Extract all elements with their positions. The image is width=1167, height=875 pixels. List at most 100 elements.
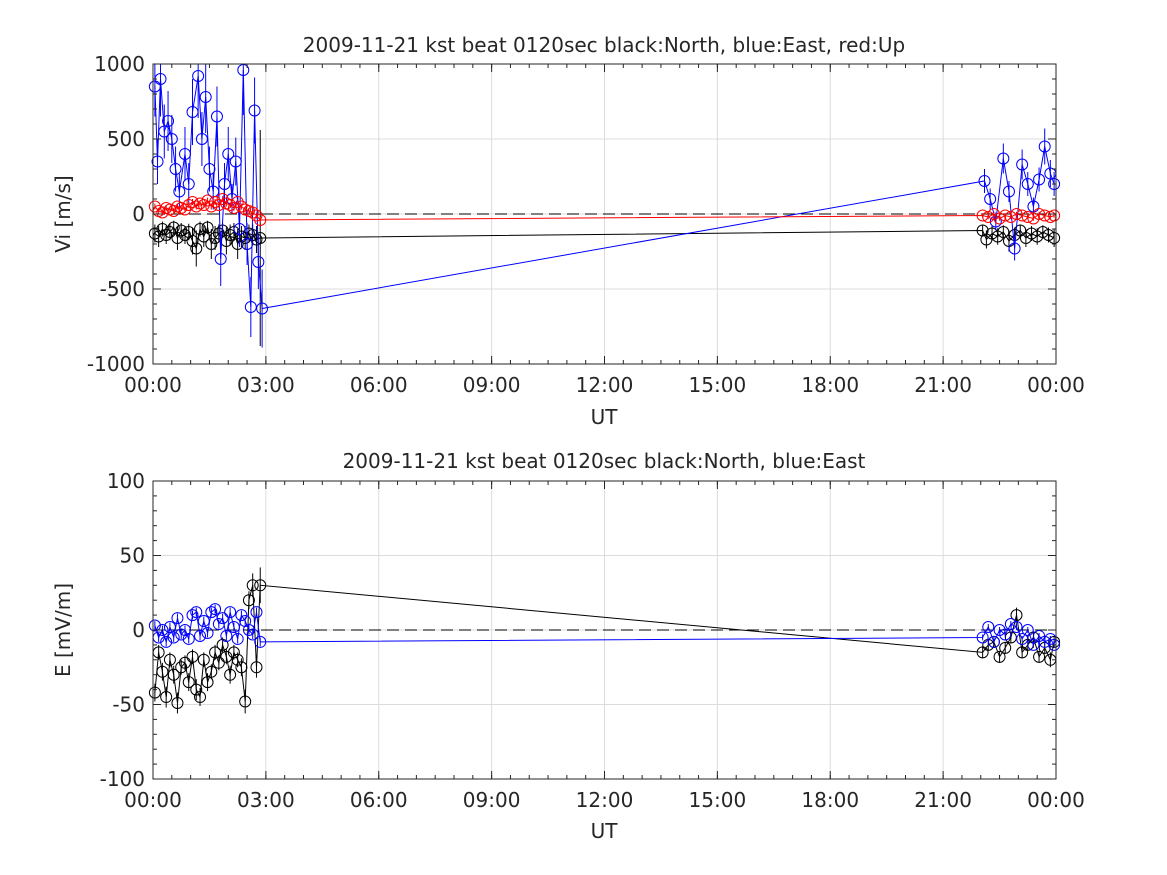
- efield-series-north-point: [224, 668, 237, 681]
- velocity-series-east-point: [162, 115, 175, 127]
- velocity-x-tick-label: 00:00: [124, 373, 182, 397]
- efield-y-tick-label: 50: [120, 544, 145, 568]
- velocity-series-east-point: [214, 253, 227, 265]
- efield-x-tick-label: 21:00: [914, 788, 972, 812]
- velocity-series-up-point: [178, 203, 191, 216]
- velocity-series-up-point: [197, 199, 210, 211]
- efield-x-tick-label: 03:00: [237, 788, 295, 812]
- velocity-series-east-point: [169, 163, 182, 175]
- efield-series-east-point: [175, 628, 188, 641]
- velocity-series-east-point: [1048, 178, 1061, 190]
- velocity-series-north-point: [254, 232, 267, 244]
- velocity-series-east-point: [199, 91, 212, 103]
- velocity-series-north-point: [194, 223, 207, 235]
- velocity-series-east-point: [229, 155, 242, 168]
- velocity-x-tick-label: 12:00: [576, 373, 634, 397]
- efield-x-tick-labels: 00:00 03:00 06:00 09:00 12:00 15:00 18:00 21:00…: [124, 788, 1085, 812]
- velocity-series-east-point: [173, 185, 186, 198]
- efield-series-north-point: [205, 665, 218, 678]
- efield-series-east-point: [205, 606, 218, 619]
- velocity-y-tick-label: 500: [107, 127, 145, 151]
- efield-series-east-point: [250, 606, 263, 619]
- efield-series-east-point: [242, 624, 255, 636]
- velocity-x-tick-label: 03:00: [237, 373, 295, 397]
- velocity-series-up-point: [1033, 208, 1046, 220]
- velocity-series-east-point: [218, 178, 231, 190]
- velocity-series-north-point: [205, 238, 218, 250]
- efield-y-tick-label: 100: [107, 469, 145, 493]
- velocity-series-up-point: [231, 196, 244, 208]
- velocity-series-north-point: [178, 229, 191, 241]
- efield-plot-title: 2009-11-21 kst beat 0120sec black:North,…: [343, 449, 866, 473]
- efield-series-north-point: [186, 650, 199, 663]
- velocity-series-east-point: [158, 125, 171, 138]
- velocity-series-north-point: [201, 221, 214, 234]
- velocity-series-up: [148, 193, 1061, 226]
- velocity-series-up-point: [254, 214, 267, 226]
- efield-series-east-point: [212, 618, 225, 631]
- velocity-series-up-point: [190, 200, 203, 213]
- velocity-series-east-point: [178, 148, 191, 160]
- efield-series: [148, 567, 1061, 714]
- velocity-series-east-point: [233, 223, 246, 235]
- efield-series-east-point: [1004, 618, 1017, 631]
- velocity-series-east-point: [222, 148, 235, 160]
- efield-series-north-point: [1033, 650, 1046, 663]
- efield-series-east-point: [220, 629, 233, 642]
- efield-series-north-point: [254, 579, 267, 592]
- velocity-ticks: [152, 63, 1057, 365]
- efield-series-east-point: [254, 635, 267, 648]
- velocity-y-tick-labels: -1000 -500 0 500 1000: [87, 52, 145, 376]
- velocity-x-tick-label: 21:00: [914, 373, 972, 397]
- efield-series-north-point: [171, 697, 184, 710]
- velocity-series-east-point: [1038, 140, 1051, 153]
- velocity-series-east-point: [203, 163, 216, 175]
- efield-series-north-point: [201, 676, 214, 689]
- velocity-series-north-point: [171, 232, 184, 244]
- velocity-series-east-point: [1016, 158, 1029, 171]
- efield-series-east: [148, 603, 1061, 651]
- efield-x-tick-label: 00:00: [124, 788, 182, 812]
- velocity-series-east-line: [154, 69, 1055, 310]
- velocity-series-east: [148, 64, 1061, 348]
- efield-series-east-point: [1048, 638, 1061, 651]
- velocity-series-up-point: [1016, 209, 1029, 222]
- efield-x-tick-label: 00:00: [1027, 788, 1085, 812]
- velocity-series-up-point: [216, 193, 229, 205]
- velocity-x-axis-label: UT: [591, 405, 619, 429]
- velocity-series-up-point: [1038, 209, 1051, 222]
- efield-x-tick-label: 18:00: [801, 788, 859, 812]
- velocity-series-up-point: [246, 206, 259, 219]
- efield-x-tick-label: 12:00: [576, 788, 634, 812]
- efield-series-east-point: [194, 629, 207, 642]
- velocity-series-east-point: [1002, 185, 1015, 198]
- efield-y-tick-label: -50: [112, 693, 145, 717]
- efield-series-east-point: [235, 609, 248, 622]
- efield-series-north-point: [993, 650, 1006, 663]
- velocity-series-east-point: [241, 238, 254, 250]
- efield-series-east-point: [209, 603, 222, 616]
- efield-y-tick-labels: -100 -50 0 50 100: [100, 469, 145, 791]
- efield-series-north-point: [194, 691, 207, 704]
- efield-series-east-point: [1016, 632, 1029, 645]
- velocity-series: [148, 64, 1061, 348]
- efield-series-east-point: [1010, 621, 1023, 634]
- efield-series-east-point: [171, 612, 184, 625]
- efield-series-east-point: [167, 631, 180, 644]
- velocity-series-east-point: [1008, 242, 1021, 255]
- velocity-series-north-point: [997, 226, 1010, 238]
- velocity-series-up-point: [1010, 208, 1023, 220]
- efield-series-east-point: [182, 632, 195, 645]
- velocity-series-east-point: [165, 133, 178, 145]
- efield-series-east-point: [1038, 635, 1051, 648]
- efield-series-east-point: [999, 628, 1012, 641]
- velocity-x-tick-labels: 00:00 03:00 06:00 09:00 12:00 15:00 18:00 21:00…: [124, 373, 1085, 397]
- efield-series-east-point: [197, 615, 210, 628]
- velocity-series-north-point: [1036, 226, 1049, 238]
- velocity-series-east-point: [978, 175, 991, 187]
- velocity-series-east-point: [195, 133, 208, 145]
- velocity-series-east-point: [1033, 173, 1046, 186]
- efield-series-north-point: [239, 695, 252, 708]
- velocity-series-north-point: [231, 238, 244, 250]
